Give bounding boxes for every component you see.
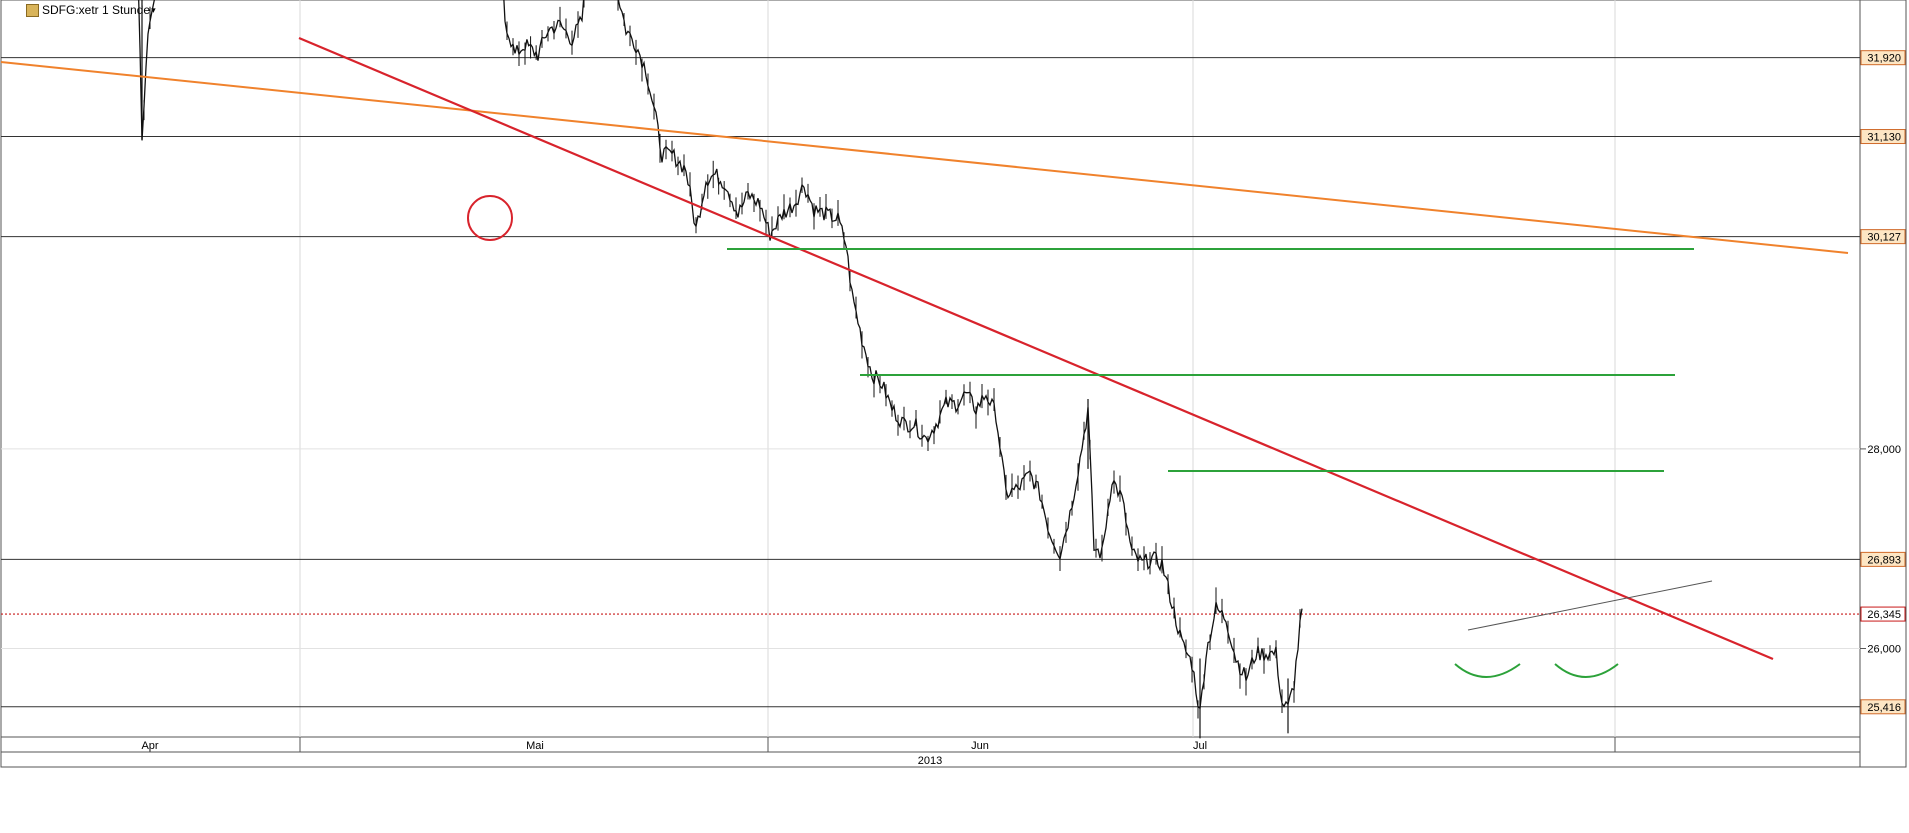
symbol-label: SDFG:xetr [42, 3, 99, 17]
red-circle-marker [467, 195, 513, 241]
trend-drawings [0, 36, 1849, 678]
x-axis-ticks: Apr Mai Jun Jul 2013 [141, 737, 1616, 767]
month-label: Jul [1193, 740, 1207, 752]
month-label: Jun [971, 740, 989, 752]
chart-frame [0, 0, 1907, 768]
level-price-label: 31,130 [1867, 132, 1901, 144]
last-price-label: 26,345 [1867, 609, 1901, 621]
y-tick-label: 26,000 [1867, 644, 1901, 656]
level-price-label: 26,893 [1867, 554, 1901, 566]
level-price-box [1860, 229, 1906, 245]
level-price-box [1860, 551, 1906, 567]
level-price-box [1860, 129, 1906, 145]
green-arc-left [1454, 663, 1521, 678]
price-line [138, 0, 1303, 710]
level-price-label: 25,416 [1867, 702, 1901, 714]
month-label: Apr [141, 740, 158, 752]
dropdown-arrow-icon[interactable]: ▾ [151, 4, 156, 15]
month-label: Mai [526, 740, 544, 752]
y-tick-label: 28,000 [1867, 444, 1901, 456]
year-label: 2013 [918, 755, 942, 767]
level-price-label: 30,127 [1867, 232, 1901, 244]
horizontal-levels: 36,43635,53934,12633,53531,92031,13030,1… [1, 50, 1906, 715]
instrument-icon [26, 3, 39, 17]
level-price-box [1860, 50, 1906, 66]
last-price-box [1860, 606, 1906, 622]
level-price-label: 31,920 [1867, 53, 1901, 65]
grid [1, 0, 1860, 737]
green-arc-right [1554, 663, 1619, 678]
level-price-box [1860, 699, 1906, 715]
orange-trendline [0, 61, 1849, 254]
chart-title: SDFG:xetr 1 Stunde ▾ [26, 3, 156, 17]
red-downtrendline [298, 36, 1774, 661]
gray-support-trendline [1467, 580, 1713, 631]
interval-label[interactable]: 1 Stunde [102, 3, 151, 17]
price-series [138, 0, 1303, 739]
